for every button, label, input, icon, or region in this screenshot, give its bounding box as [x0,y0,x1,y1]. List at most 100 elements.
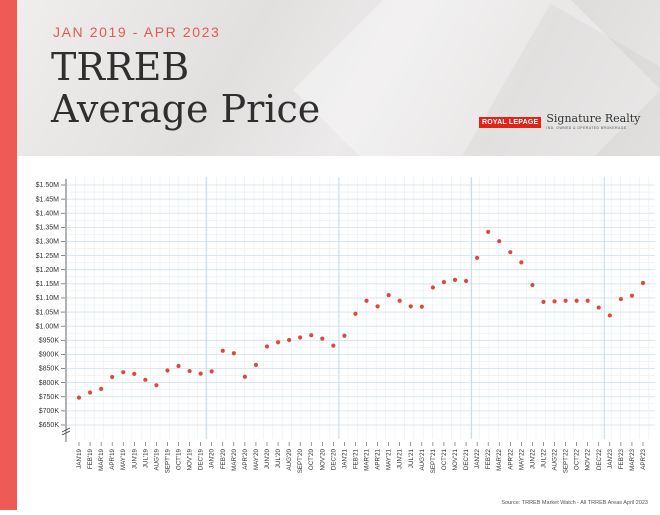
x-tick-label: SEPT'21 [430,448,437,473]
data-point [508,250,513,255]
x-tick-label: JUN'19 [131,448,138,469]
x-tick-label: DEC'20 [330,448,337,470]
data-point [320,336,325,341]
x-tick-label: JUL'19 [142,448,149,468]
data-point [342,333,347,338]
y-tick-label: $1.05M [36,309,60,316]
y-tick-label: $650K [39,422,60,429]
header-banner: JAN 2019 - APR 2023 TRREB Average Price … [17,0,660,156]
data-point [452,277,458,282]
x-tick-label: MAY'19 [120,448,127,470]
x-tick-label: MAR'19 [98,448,105,470]
x-tick-label: JAN'20 [209,448,216,468]
x-tick-label: MAR'23 [629,448,636,470]
data-point [165,368,170,373]
data-point [541,299,546,304]
data-point [585,298,590,303]
y-tick-label: $1.40M [36,210,60,217]
x-tick-label: JUN'20 [264,448,271,469]
x-tick-label: AUG'20 [286,448,293,470]
y-tick-label: $1.20M [36,267,60,274]
x-tick-label: MAY'20 [253,448,260,470]
data-point [397,298,402,303]
data-point [607,313,612,318]
data-point [441,280,447,285]
data-point [364,298,369,303]
data-point [132,371,137,376]
x-tick-label: DEC'22 [596,448,603,470]
price-scatter-chart: $650K $700K $750K $800K $850K $900K $950K $1.00… [36,177,655,473]
data-point [198,371,203,376]
x-tick-label: APR'22 [507,448,514,469]
data-point [242,374,247,379]
x-tick-label: OCT'22 [574,448,581,470]
x-tick-label: JAN'21 [341,448,348,468]
data-point [231,351,236,356]
y-tick-label: $850K [39,366,60,373]
page-title: TRREB Average Price [51,46,320,130]
data-point [375,304,380,309]
x-tick-label: APR'23 [640,448,647,469]
data-point [408,304,413,309]
data-point [552,299,557,304]
x-tick-label: FEB'21 [352,448,359,469]
x-tick-label: JAN'19 [76,448,83,468]
y-tick-label: $900K [39,352,60,359]
x-tick-label: OCT'21 [441,448,448,470]
y-tick-label: $1.35M [36,225,60,232]
accent-side-bar [0,0,17,510]
x-tick-label: OCT'19 [176,448,183,470]
data-point [99,386,104,391]
brand-name: Signature Realty [546,112,641,125]
x-tick-label: JAN'22 [474,448,481,468]
x-tick-label: DEC'21 [463,448,470,470]
data-point [176,363,181,369]
data-point [110,374,115,380]
x-tick-label: JUN'21 [397,448,404,469]
x-tick-label: DEC'19 [198,448,205,470]
y-tick-label: $1.30M [36,239,60,246]
y-tick-label: $800K [39,380,60,387]
x-tick-label: AUG'22 [552,448,559,470]
brand-logo-block: ROYAL LEPAGE Signature Realty IND. OWNED… [479,113,640,131]
data-point [353,311,358,316]
data-point [596,305,601,310]
x-tick-label: AUG'21 [419,448,426,470]
x-tick-label: JUL'20 [275,448,282,468]
y-tick-label: $750K [39,394,60,401]
x-tick-label: MAY'21 [386,448,393,470]
x-tick-label: OCT'20 [308,448,315,470]
data-point [275,340,281,345]
y-tick-label: $1.45M [36,196,60,203]
y-tick-label: $1.10M [36,295,60,302]
data-point [486,229,491,234]
x-tick-label: MAR'21 [364,448,371,470]
data-point [640,280,646,286]
x-tick-label: FEB'19 [87,448,94,469]
date-range-label: JAN 2019 - APR 2023 [53,24,221,40]
data-point [563,298,568,303]
data-point [287,337,292,343]
x-tick-label: SEPT'20 [297,448,304,473]
x-tick-label: MAR'22 [496,448,503,470]
data-point [331,343,336,348]
data-point [309,333,314,338]
data-point [121,370,126,375]
chart-area: $650K $700K $750K $800K $850K $900K $950K $1.00… [17,156,660,510]
x-tick-label: NOV'20 [319,448,326,470]
data-point [463,278,469,284]
y-tick-label: $1.50M [36,182,60,189]
data-point [419,304,424,309]
source-note: Source: TRREB Market Watch - All TRREB A… [501,500,648,506]
x-tick-label: NOV'21 [452,448,459,470]
x-tick-label: MAR'20 [231,448,238,470]
data-point [519,260,524,265]
data-point [220,348,225,353]
x-tick-label: SEPT'19 [164,448,171,473]
data-point [209,369,214,374]
y-axis-break-mark [61,430,71,436]
x-tick-label: APR'20 [242,448,249,469]
brand-text: Signature Realty IND. OWNED & OPERATED B… [546,113,640,131]
data-point [87,390,93,395]
x-tick-label: APR'19 [109,448,116,469]
